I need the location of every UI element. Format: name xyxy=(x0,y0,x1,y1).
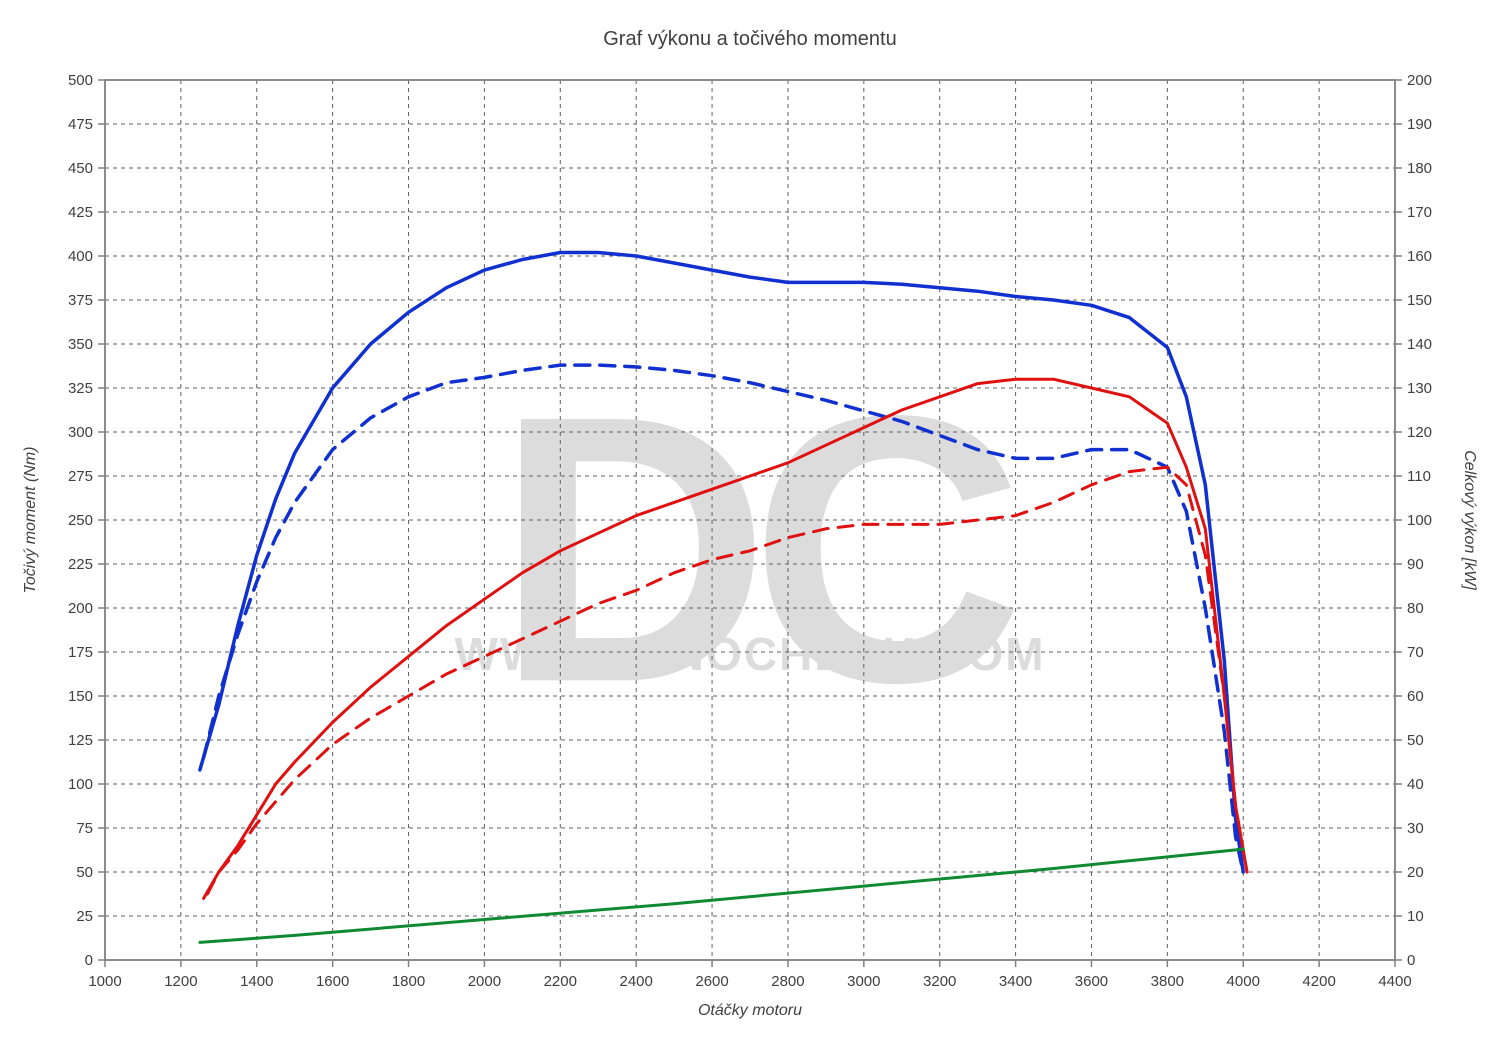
svg-text:200: 200 xyxy=(68,600,93,617)
dyno-chart: Graf výkonu a točivého momentu DCWWW.DYNO… xyxy=(0,0,1500,1041)
svg-text:110: 110 xyxy=(1407,468,1431,485)
svg-text:100: 100 xyxy=(1407,512,1432,529)
svg-text:170: 170 xyxy=(1407,204,1432,221)
svg-text:275: 275 xyxy=(68,468,93,485)
svg-text:400: 400 xyxy=(68,248,93,265)
svg-text:150: 150 xyxy=(68,688,93,705)
svg-text:425: 425 xyxy=(68,204,93,221)
chart-svg: Graf výkonu a točivého momentu DCWWW.DYNO… xyxy=(0,0,1500,1041)
svg-text:140: 140 xyxy=(1407,336,1432,353)
svg-text:120: 120 xyxy=(1407,424,1432,441)
svg-text:1400: 1400 xyxy=(240,973,273,990)
svg-text:75: 75 xyxy=(76,820,93,837)
svg-text:225: 225 xyxy=(68,556,93,573)
svg-text:1000: 1000 xyxy=(88,973,121,990)
watermark: DCWWW.DYNOCHECK.COM xyxy=(454,336,1045,761)
y-left-axis-label: Točivý moment (Nm) xyxy=(22,447,39,594)
y-right-axis-label: Celkový výkon [kW] xyxy=(1461,450,1478,590)
svg-text:1800: 1800 xyxy=(392,973,425,990)
svg-text:80: 80 xyxy=(1407,600,1424,617)
svg-text:190: 190 xyxy=(1407,116,1432,133)
svg-text:300: 300 xyxy=(68,424,93,441)
svg-text:0: 0 xyxy=(85,952,93,969)
svg-text:130: 130 xyxy=(1407,380,1432,397)
svg-text:1600: 1600 xyxy=(316,973,349,990)
svg-text:2200: 2200 xyxy=(544,973,577,990)
svg-text:3000: 3000 xyxy=(847,973,880,990)
svg-text:3400: 3400 xyxy=(999,973,1032,990)
svg-text:250: 250 xyxy=(68,512,93,529)
svg-text:0: 0 xyxy=(1407,952,1415,969)
svg-text:50: 50 xyxy=(1407,732,1424,749)
svg-text:180: 180 xyxy=(1407,160,1432,177)
svg-text:2800: 2800 xyxy=(771,973,804,990)
svg-text:100: 100 xyxy=(68,776,93,793)
svg-text:25: 25 xyxy=(76,908,93,925)
svg-text:3800: 3800 xyxy=(1151,973,1184,990)
svg-text:175: 175 xyxy=(68,644,93,661)
svg-text:125: 125 xyxy=(68,732,93,749)
svg-text:70: 70 xyxy=(1407,644,1424,661)
svg-text:10: 10 xyxy=(1407,908,1424,925)
svg-text:2000: 2000 xyxy=(468,973,501,990)
svg-text:40: 40 xyxy=(1407,776,1424,793)
svg-text:450: 450 xyxy=(68,160,93,177)
svg-text:WWW.DYNOCHECK.COM: WWW.DYNOCHECK.COM xyxy=(454,628,1045,680)
svg-text:475: 475 xyxy=(68,116,93,133)
svg-text:350: 350 xyxy=(68,336,93,353)
svg-text:4000: 4000 xyxy=(1227,973,1260,990)
svg-text:375: 375 xyxy=(68,292,93,309)
svg-text:4400: 4400 xyxy=(1378,973,1411,990)
svg-text:150: 150 xyxy=(1407,292,1432,309)
svg-text:2600: 2600 xyxy=(695,973,728,990)
svg-text:20: 20 xyxy=(1407,864,1424,881)
svg-text:30: 30 xyxy=(1407,820,1424,837)
svg-text:90: 90 xyxy=(1407,556,1424,573)
svg-text:50: 50 xyxy=(76,864,93,881)
svg-text:160: 160 xyxy=(1407,248,1432,265)
svg-text:1200: 1200 xyxy=(164,973,197,990)
svg-text:2400: 2400 xyxy=(619,973,652,990)
x-axis-label: Otáčky motoru xyxy=(698,1002,802,1019)
svg-text:3600: 3600 xyxy=(1075,973,1108,990)
svg-text:60: 60 xyxy=(1407,688,1424,705)
svg-text:325: 325 xyxy=(68,380,93,397)
svg-text:500: 500 xyxy=(68,72,93,89)
svg-text:4200: 4200 xyxy=(1302,973,1335,990)
svg-text:200: 200 xyxy=(1407,72,1432,89)
chart-title: Graf výkonu a točivého momentu xyxy=(603,28,896,50)
svg-text:3200: 3200 xyxy=(923,973,956,990)
